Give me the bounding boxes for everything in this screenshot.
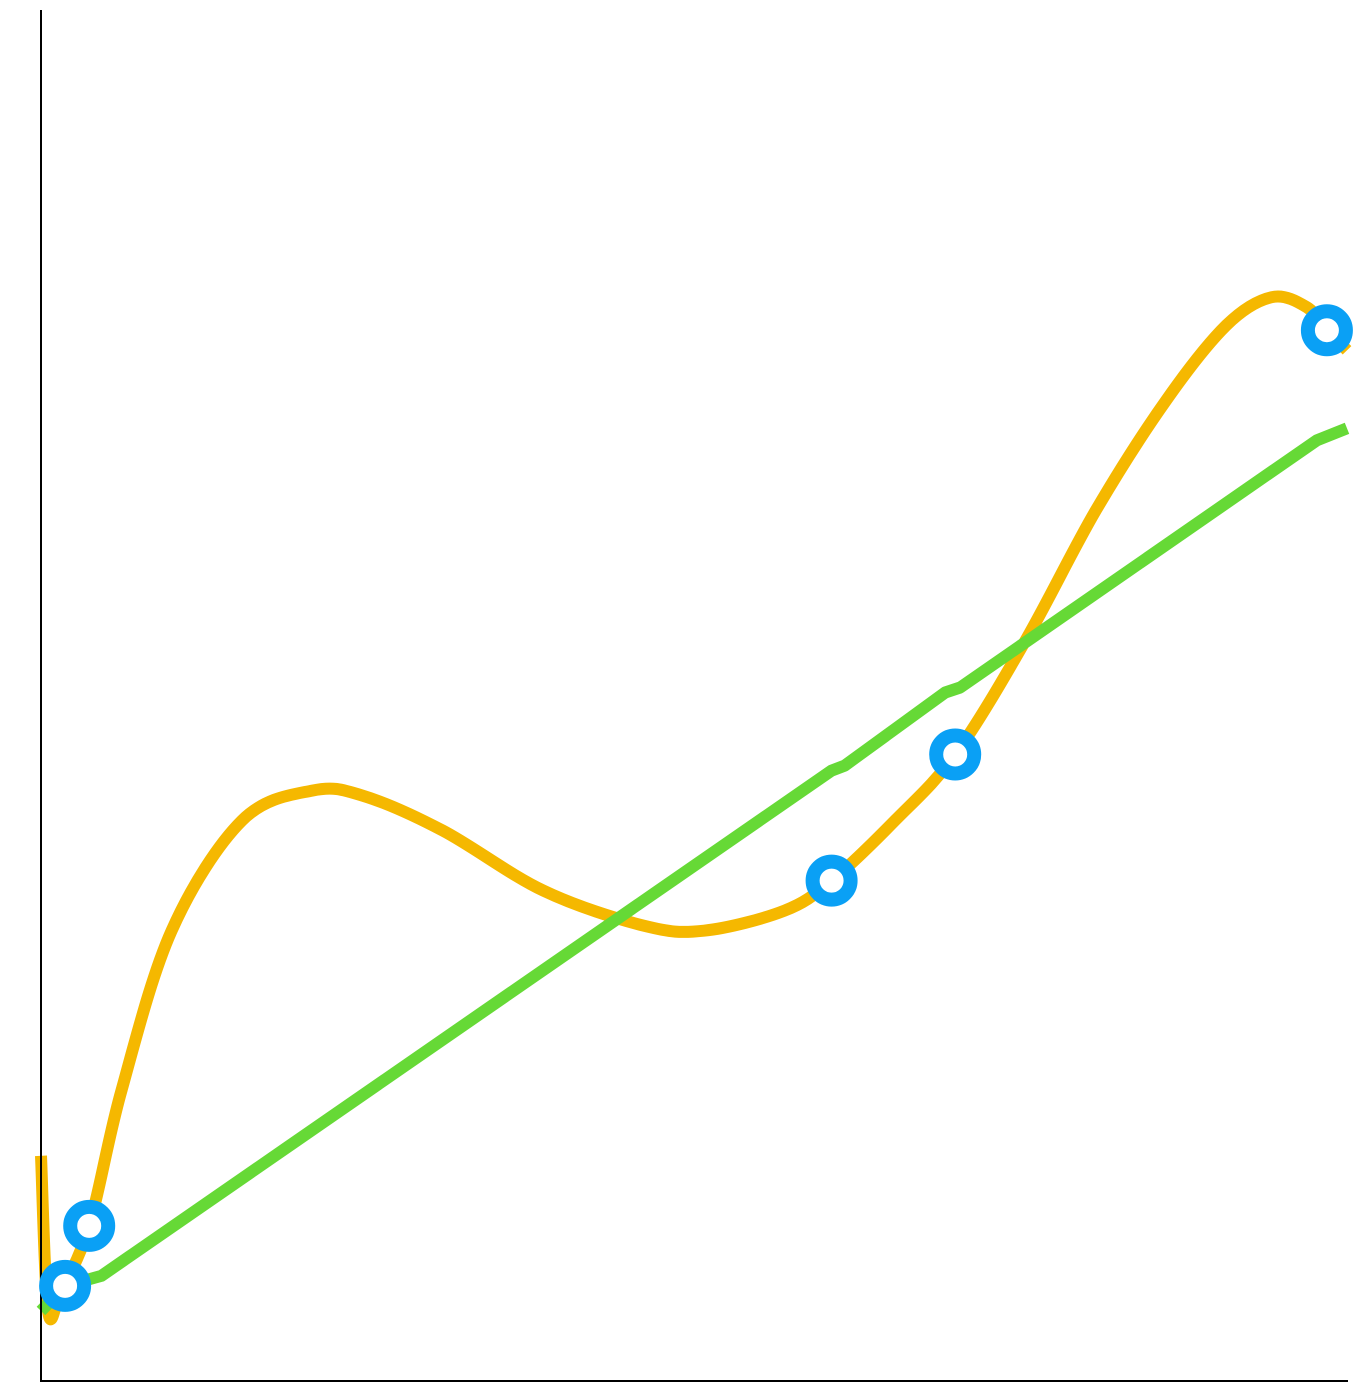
axes bbox=[40, 10, 1348, 1382]
marker-layer bbox=[39, 304, 1353, 1312]
series-layer bbox=[35, 290, 1352, 1326]
data-point-marker-4 bbox=[929, 728, 982, 781]
data-point-marker-5 bbox=[1300, 304, 1353, 357]
data-point-marker-2 bbox=[63, 1199, 116, 1252]
data-point-marker-3 bbox=[805, 854, 858, 907]
data-point-marker-1 bbox=[39, 1259, 92, 1312]
series-line-1 bbox=[35, 290, 1352, 1326]
series-line-2 bbox=[36, 422, 1350, 1316]
